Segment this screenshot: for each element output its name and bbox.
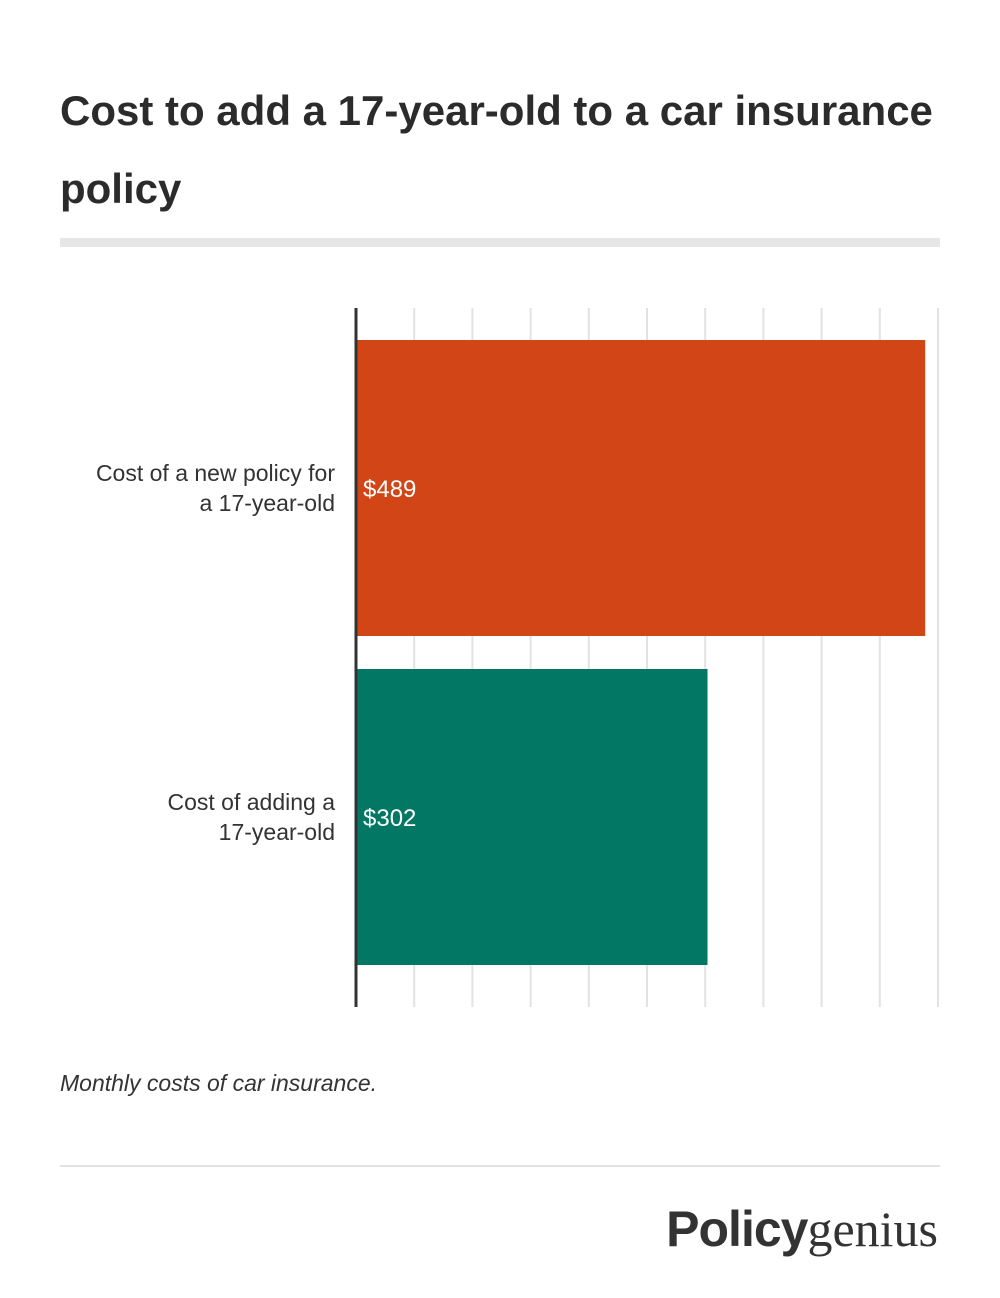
category-label-line: a 17-year-old — [199, 490, 335, 516]
category-label-2: Cost of adding a 17-year-old — [167, 789, 335, 845]
title-divider — [60, 238, 940, 247]
value-label-1: $489 — [363, 476, 416, 503]
bar-2 — [356, 669, 708, 965]
category-label-1: Cost of a new policy for a 17-year-old — [96, 460, 335, 516]
bar-1 — [356, 340, 926, 636]
chart-title: Cost to add a 17-year-old to a car insur… — [60, 87, 933, 212]
category-label-line: Cost of adding a — [167, 789, 335, 815]
logo-part-policy: Policy — [666, 1201, 808, 1257]
category-label-line: Cost of a new policy for — [96, 460, 335, 486]
value-label-2: $302 — [363, 805, 416, 832]
policygenius-logo: Policygenius — [666, 1200, 938, 1258]
footer-divider — [60, 1165, 940, 1167]
category-label-line: 17-year-old — [219, 819, 335, 845]
chart-note: Monthly costs of car insurance. — [60, 1070, 378, 1096]
logo-part-genius: genius — [807, 1201, 938, 1257]
